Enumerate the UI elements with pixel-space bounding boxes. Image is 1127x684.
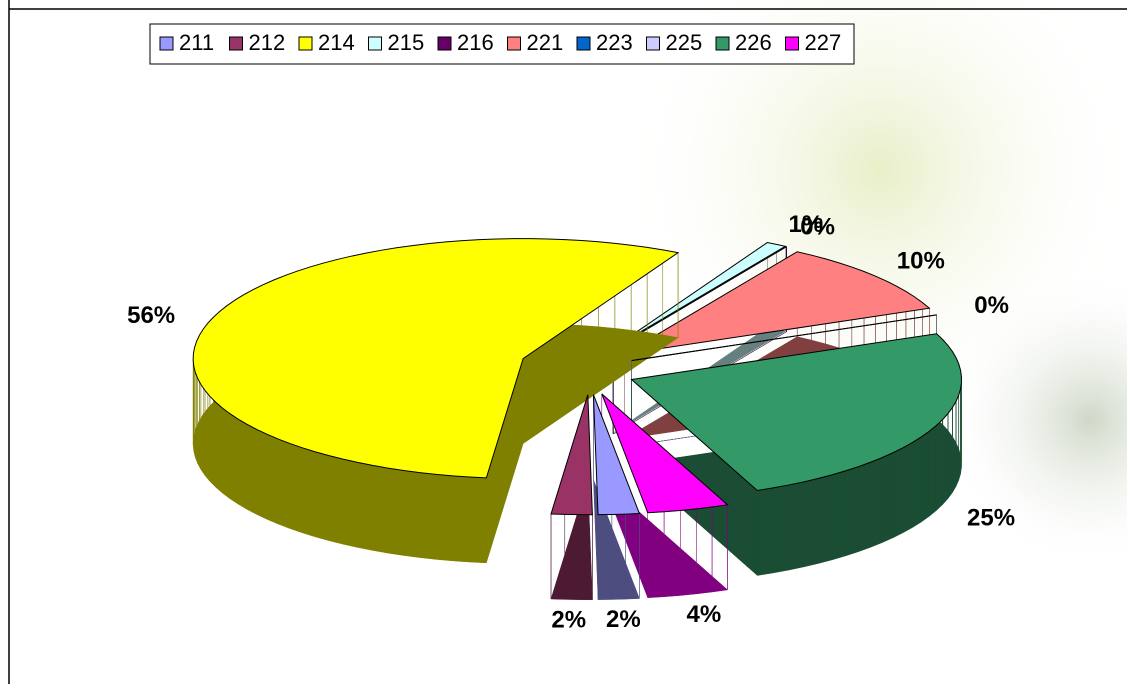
- slice: [550, 394, 593, 516]
- legend-label: 227: [805, 30, 842, 55]
- data-label: 25%: [967, 504, 1015, 531]
- data-label: 2%: [551, 606, 586, 633]
- legend-label: 225: [666, 30, 703, 55]
- data-label: 0%: [974, 292, 1009, 319]
- slice: [630, 333, 962, 491]
- data-label: 56%: [127, 302, 175, 329]
- legend-swatch: [229, 36, 243, 51]
- legend-label: 226: [735, 30, 772, 55]
- data-label: 1%: [789, 211, 824, 238]
- legend-swatch: [507, 36, 521, 51]
- legend-label: 214: [318, 30, 355, 55]
- slice-side: [613, 246, 787, 435]
- slice: [601, 393, 729, 514]
- legend-swatch: [715, 36, 730, 51]
- legend-box: [149, 23, 855, 65]
- legend: 211 212 214 215 216 221 223 225 226 227: [159, 30, 842, 55]
- legend-swatch: [159, 36, 174, 51]
- slice: [592, 394, 641, 516]
- legend-swatch: [437, 36, 452, 51]
- slice: [192, 238, 680, 479]
- legend-swatch: [576, 36, 591, 51]
- legend-label: 215: [388, 30, 425, 55]
- legend-swatch: [298, 36, 313, 51]
- background-decoration: [940, 270, 1127, 570]
- legend-swatch: [646, 36, 660, 51]
- slice: [624, 251, 931, 355]
- pie: [192, 238, 962, 600]
- data-labels: 1%0%10%56% 0%25%4%2%2%: [127, 211, 1015, 634]
- data-label: 10%: [897, 248, 945, 275]
- legend-swatch: [785, 36, 799, 51]
- legend-label: 212: [249, 30, 286, 55]
- slice: [612, 242, 787, 349]
- data-label: 2%: [606, 606, 641, 633]
- legend-label: 223: [596, 30, 633, 55]
- legend-label: 216: [457, 30, 494, 55]
- data-label: 4%: [687, 601, 722, 628]
- data-label: 0%: [800, 214, 835, 241]
- legend-label: 211: [179, 30, 214, 55]
- legend-label: 221: [527, 30, 564, 55]
- legend-swatch: [368, 36, 382, 51]
